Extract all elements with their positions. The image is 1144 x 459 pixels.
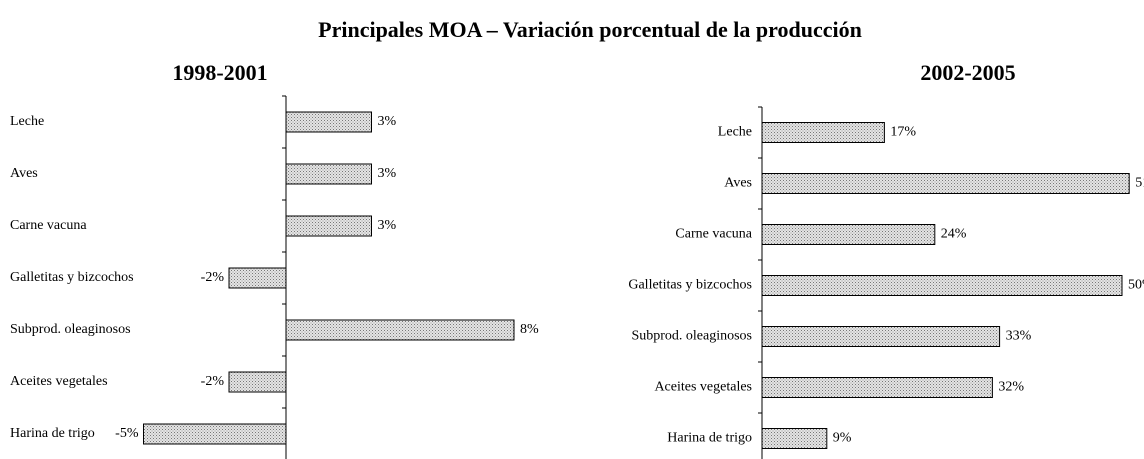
category-label: Leche	[718, 125, 752, 140]
chart-subtitle: 2002-2005	[920, 60, 1015, 85]
value-label: 9%	[833, 431, 852, 446]
bar	[228, 267, 287, 289]
value-label: -2%	[201, 374, 225, 389]
bar	[761, 275, 1123, 296]
bar	[285, 319, 515, 341]
value-label: -2%	[201, 270, 225, 285]
category-label: Subprod. oleaginosos	[631, 329, 752, 344]
value-label: 33%	[1006, 329, 1032, 344]
bar	[761, 224, 936, 245]
value-label: 17%	[890, 125, 916, 140]
bar	[761, 428, 828, 449]
bar	[761, 122, 885, 143]
category-label: Subprod. oleaginosos	[10, 322, 131, 337]
bar	[761, 377, 993, 398]
chart-subtitle: 1998-2001	[172, 60, 267, 85]
value-label: 3%	[378, 166, 397, 181]
category-label: Aceites vegetales	[654, 380, 752, 395]
category-label: Galletitas y bizcochos	[10, 270, 134, 285]
chart-title: Principales MOA – Variación porcentual d…	[318, 17, 862, 42]
category-label: Leche	[10, 114, 44, 129]
bar	[761, 326, 1001, 347]
category-label: Aceites vegetales	[10, 374, 108, 389]
category-label: Aves	[10, 166, 38, 181]
bar	[285, 215, 372, 237]
category-label: Galletitas y bizcochos	[628, 278, 752, 293]
value-label: 24%	[941, 227, 967, 242]
value-label: 3%	[378, 218, 397, 233]
value-label: 8%	[520, 322, 539, 337]
value-label: 3%	[378, 114, 397, 129]
bar	[228, 371, 287, 393]
bar	[285, 163, 372, 185]
value-label: -5%	[115, 426, 139, 441]
value-label: 51%	[1135, 176, 1144, 191]
category-label: Aves	[724, 176, 752, 191]
category-label: Harina de trigo	[10, 426, 95, 441]
bar	[285, 111, 372, 133]
value-label: 50%	[1128, 278, 1144, 293]
bar	[761, 173, 1130, 194]
category-label: Carne vacuna	[675, 227, 752, 242]
category-label: Carne vacuna	[10, 218, 87, 233]
category-label: Harina de trigo	[667, 431, 752, 446]
value-label: 32%	[998, 380, 1024, 395]
bar	[143, 423, 287, 445]
